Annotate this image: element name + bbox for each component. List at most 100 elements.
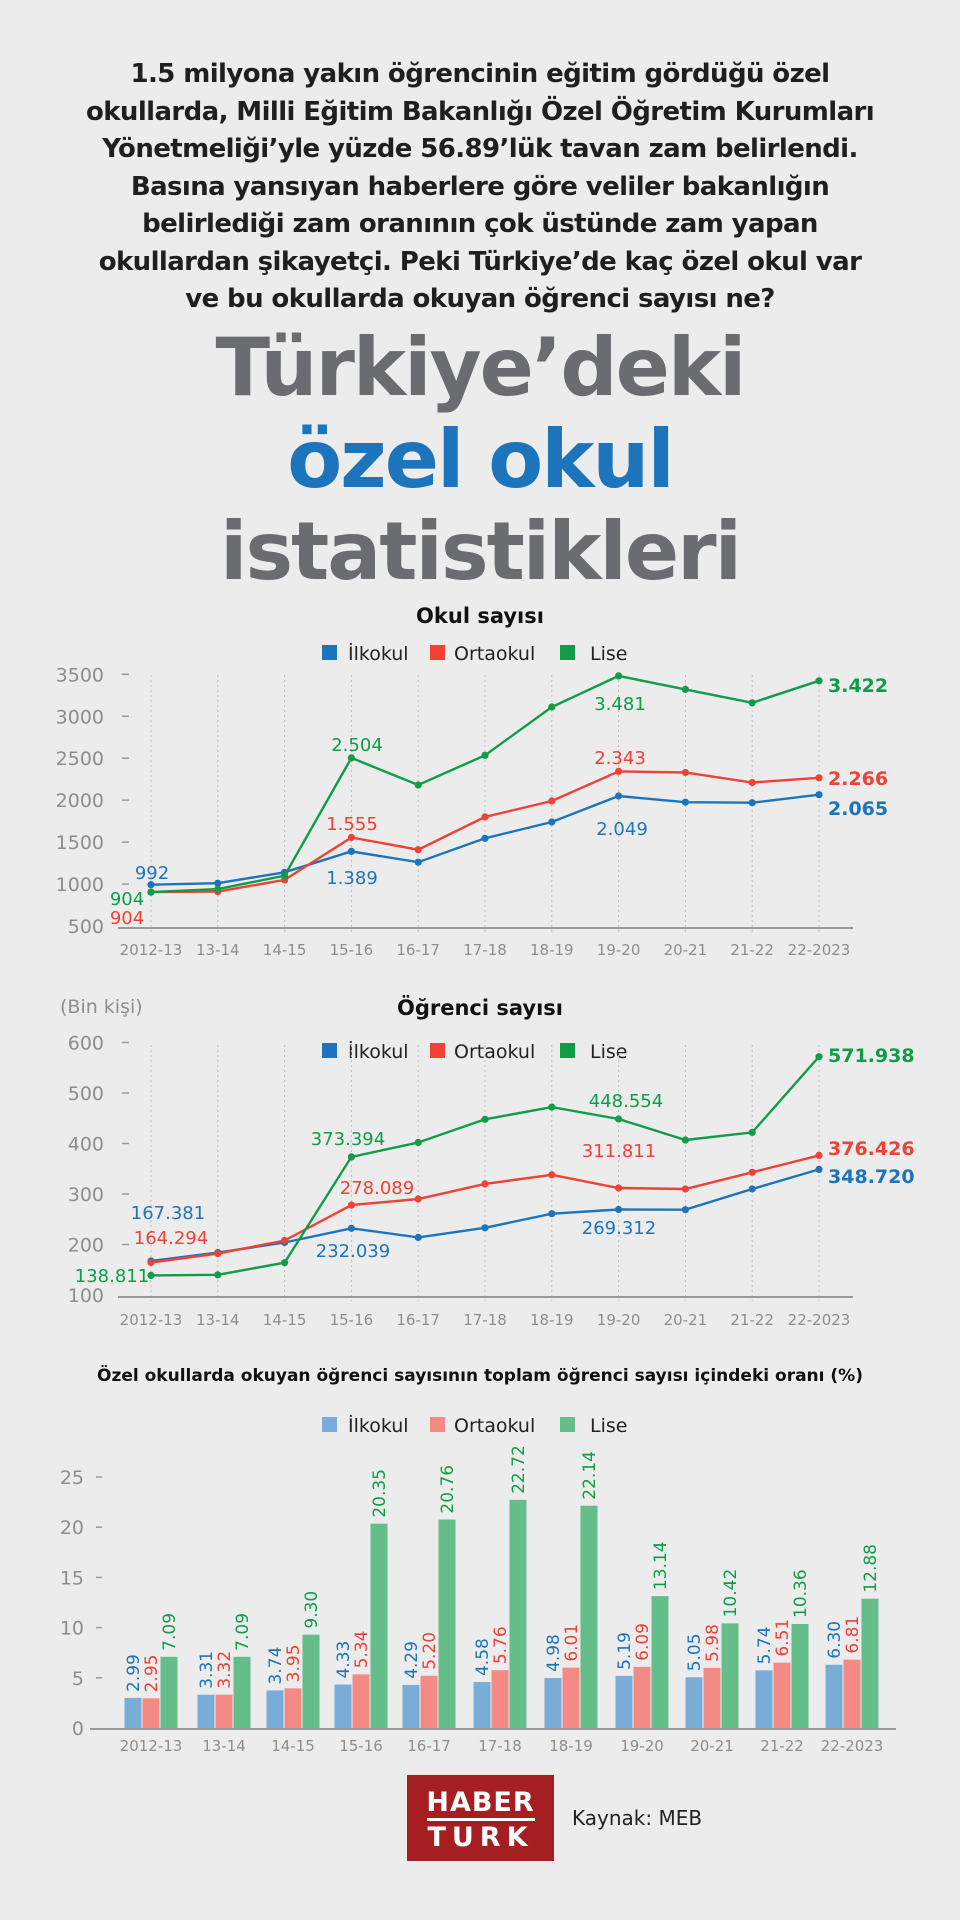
intro-line: okullarda, Milli Eğitim Bakanlığı Özel Ö… [85,96,875,127]
haberturk-logo: HABER TURK [407,1775,554,1861]
y-tick-label: 100 [68,1285,104,1307]
data-point-ortaokul [414,846,422,854]
y-tick-label: 15 [60,1567,84,1589]
bar-lise [438,1519,456,1728]
data-point-ilkokul [815,791,823,799]
bar-label-ilkokul: 5.05 [685,1633,705,1671]
legend-swatch-ortaokul [430,645,445,660]
intro-line: Yönetmeliği’yle yüzde 56.89’lük tavan za… [102,134,858,164]
y-tick-label: 200 [68,1235,104,1257]
data-label-lise: 3.422 [828,675,888,697]
series-line-lise [150,674,820,894]
chart-title: Öğrenci sayısı [397,995,563,1020]
bar-ilkokul [615,1675,633,1728]
logo-text-haber: HABER [426,1787,535,1818]
x-tick-label: 20-21 [690,1737,734,1755]
legend-label-ilkokul: İlkokul [348,1414,409,1437]
data-point-lise [214,885,222,893]
data-label-lise: 373.394 [311,1129,385,1150]
y-tick-label: 25 [60,1467,84,1489]
x-tick-label: 19-20 [620,1737,664,1755]
x-tick-label: 13-14 [196,1311,240,1329]
bar-ilkokul [825,1664,843,1728]
title-line-2: özel okul [287,413,675,506]
data-point-lise [214,1271,222,1279]
bar-label-ortaokul: 6.09 [633,1623,653,1661]
data-point-ilkokul [748,799,756,807]
data-point-ortaokul [815,1151,823,1159]
bar-label-lise: 20.76 [438,1465,458,1514]
bar-ilkokul [473,1682,491,1728]
bar-ilkokul [124,1697,142,1728]
x-tick-label: 2012-13 [120,1311,183,1329]
data-label-ilkokul: 269.312 [582,1218,656,1239]
data-label-ortaokul: 2.343 [594,748,646,769]
x-tick-label: 22-2023 [788,1311,851,1329]
data-point-ilkokul [214,879,222,887]
data-label-lise: 571.938 [828,1045,915,1067]
data-label-ortaokul: 904 [110,908,144,929]
data-point-ortaokul [681,1185,690,1193]
data-point-ortaokul [615,767,623,776]
data-point-ortaokul [214,1250,222,1258]
x-tick-label: 18-19 [530,941,574,959]
y-tick-label: 2000 [56,790,104,812]
bar-lise [233,1656,251,1728]
data-point-lise [481,1115,489,1123]
data-point-lise [748,1128,756,1136]
bar-label-lise: 22.14 [580,1451,600,1500]
y-tick-label: 500 [68,1083,104,1105]
data-label-ilkokul: 992 [135,863,169,884]
bar-ilkokul [755,1670,773,1728]
bar-label-ilkokul: 6.30 [825,1621,845,1659]
x-tick-label: 19-20 [597,1311,641,1329]
data-label-ortaokul: 311.811 [582,1141,656,1162]
x-tick-label: 22-2023 [821,1737,884,1755]
title-line-1: Türkiye’deki [215,321,747,414]
data-point-ortaokul [748,1168,756,1176]
data-point-ilkokul [748,1185,756,1193]
legend-swatch-ilkokul [322,645,337,660]
legend-swatch-lise [560,1043,575,1058]
y-tick-label: 2500 [56,748,104,770]
intro-line: belirlediği zam oranının çok üstünde zam… [142,209,818,239]
legend-swatch-lise [560,1417,575,1432]
bar-label-ortaokul: 5.76 [491,1626,511,1664]
data-label-ortaokul: 1.555 [326,814,378,835]
data-point-lise [615,1115,623,1123]
bar-label-lise: 10.42 [721,1569,741,1618]
intro-line: Basına yansıyan haberlere göre veliler b… [130,171,830,202]
data-point-ortaokul [548,797,556,805]
x-tick-label: 15-16 [330,1311,374,1329]
data-point-ilkokul [414,1233,422,1241]
bar-label-ortaokul: 3.95 [284,1644,304,1682]
data-label-ilkokul: 232.039 [316,1241,390,1262]
school-count-line-chart: Okul sayısı İlkokul Ortaokul Lise 500 1000 150… [56,604,888,959]
data-point-lise [681,685,690,694]
bar-lise [370,1523,388,1728]
x-tick-label: 17-18 [478,1737,522,1755]
x-tick-label: 14-15 [271,1737,315,1755]
bar-ortaokul [352,1674,370,1728]
bar-lise [651,1596,669,1728]
legend-label-lise: Lise [590,1415,627,1437]
bar-lise [580,1505,598,1728]
data-point-lise [414,781,422,789]
data-point-lise [281,872,289,880]
data-point-ilkokul [481,1224,489,1232]
bar-label-lise: 7.09 [160,1613,180,1651]
student-count-line-chart: Öğrenci sayısı (Bin kişi) İlkokul Ortaokul L… [60,995,915,1329]
data-point-ortaokul [281,1236,289,1245]
x-tick-label: 20-21 [664,1311,708,1329]
bar-lise [791,1623,809,1728]
x-tick-label: 2012-13 [120,941,183,959]
y-tick-label: 20 [60,1517,84,1539]
data-label-lise: 138.811 [75,1266,149,1287]
data-point-ilkokul [615,792,623,800]
legend-label-ortaokul: Ortaokul [454,643,535,665]
bar-label-ilkokul: 2.99 [124,1654,144,1692]
data-point-ilkokul [681,1206,690,1214]
bar-label-ortaokul: 5.98 [703,1624,723,1662]
x-tick-label: 19-20 [597,941,641,959]
intro-paragraph: 1.5 milyona yakın öğrencinin eğitim görd… [40,56,920,319]
